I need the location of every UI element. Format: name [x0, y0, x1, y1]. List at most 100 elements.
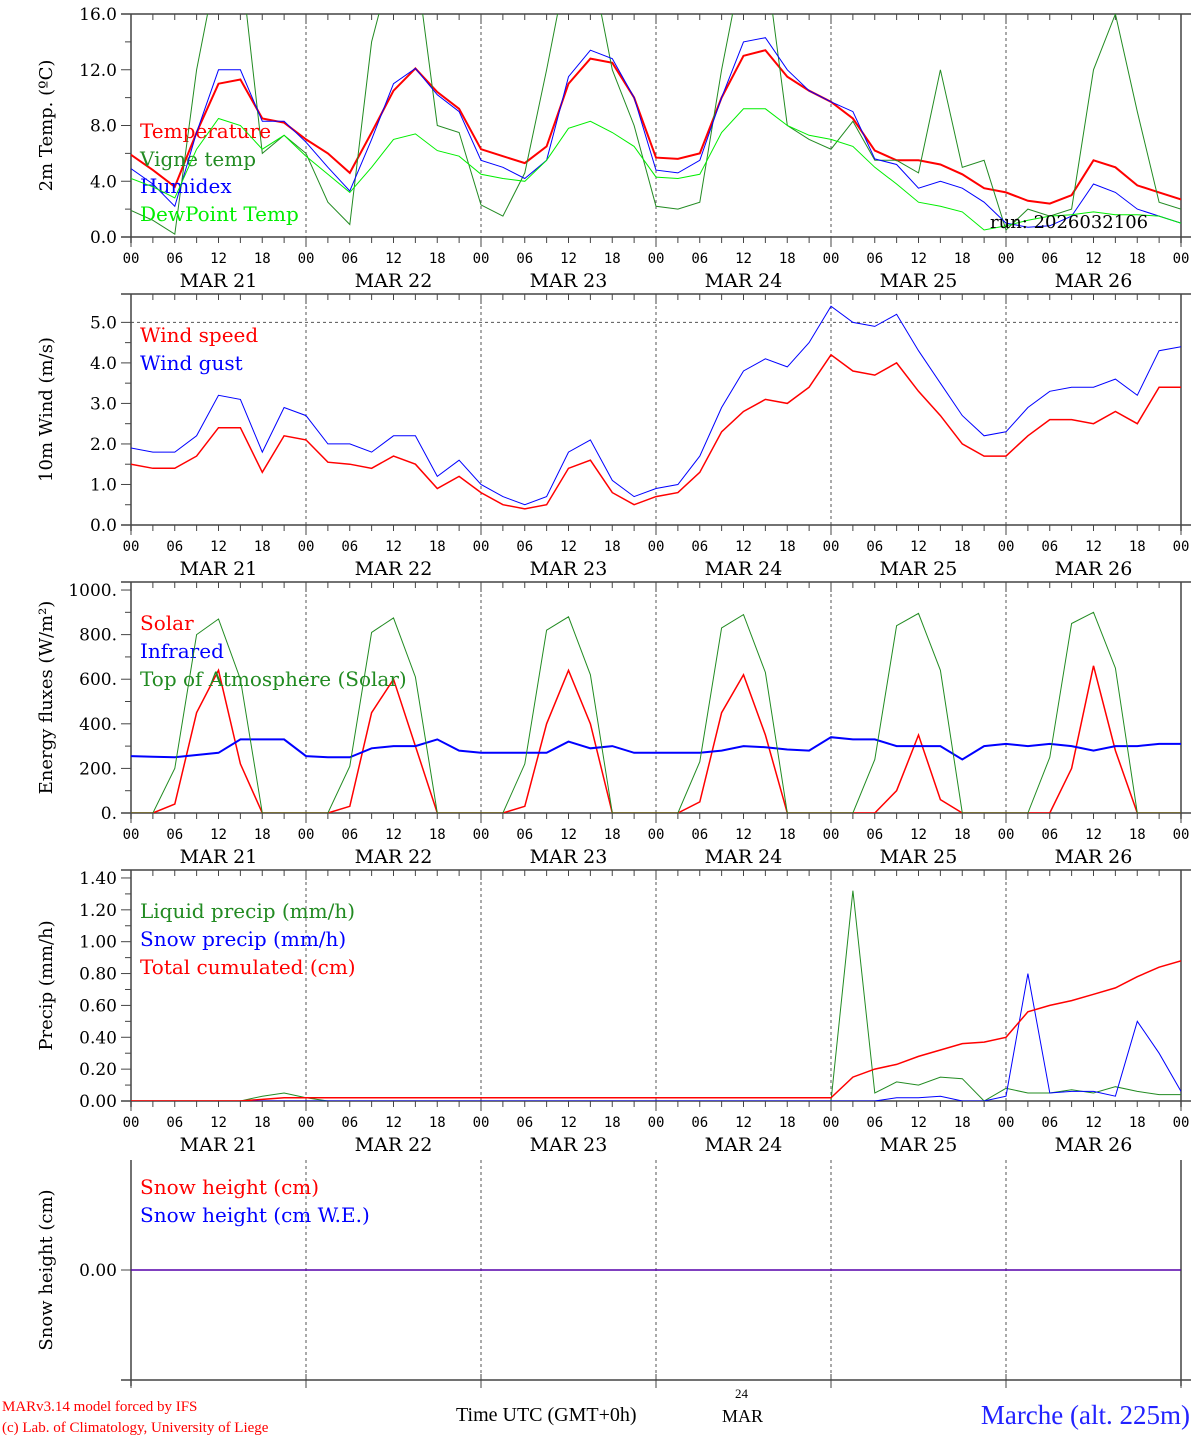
y-tick-label: 5.0	[90, 313, 117, 333]
x-day-label: MAR 24	[705, 1134, 783, 1156]
y-tick-label: 0.	[101, 804, 117, 824]
x-day-label: MAR 21	[180, 270, 258, 292]
x-hour-label: 12	[1085, 251, 1102, 267]
x-hour-label: 06	[341, 539, 358, 555]
y-tick-label: 0.20	[79, 1060, 117, 1080]
y-tick-label: 4.0	[90, 354, 117, 374]
x-hour-label: 00	[473, 1115, 490, 1131]
x-hour-label: 18	[954, 251, 971, 267]
x-hour-label: 00	[648, 827, 665, 843]
legend-entry: Liquid precip (mm/h)	[140, 899, 355, 923]
x-hour-label: 18	[779, 1115, 796, 1131]
x-hour-label: 06	[1041, 251, 1058, 267]
y-tick-label: 0.80	[79, 965, 117, 985]
y-axis-label: Snow height (cm)	[36, 1189, 57, 1350]
x-hour-label: 12	[210, 827, 227, 843]
y-tick-label: 0.40	[79, 1028, 117, 1048]
x-hour-label: 06	[866, 251, 883, 267]
y-tick-label: 1000.	[68, 581, 117, 601]
center-day-label: 24	[735, 1386, 748, 1401]
panel-3: 0. 200. 400. 600. 800. 1000. Energy fluxes (W/…	[36, 581, 1191, 868]
station-title: Marche (alt. 225m)	[980, 1400, 1190, 1430]
x-day-label: MAR 23	[530, 846, 608, 868]
x-hour-label: 18	[254, 827, 271, 843]
x-hour-label: 00	[473, 251, 490, 267]
y-tick-label: 200.	[79, 759, 117, 779]
x-day-label: MAR 22	[355, 270, 433, 292]
x-hour-label: 18	[429, 251, 446, 267]
x-hour-label: 06	[516, 1115, 533, 1131]
x-day-label: MAR 23	[530, 558, 608, 580]
x-hour-label: 06	[341, 251, 358, 267]
x-hour-label: 00	[1173, 539, 1190, 555]
x-hour-label: 12	[910, 251, 927, 267]
panel-4: 0.00 0.20 0.40 0.60 0.80 1.00 1.20 1.40 Precip (…	[36, 869, 1191, 1156]
x-hour-label: 18	[604, 251, 621, 267]
x-hour-label: 06	[691, 539, 708, 555]
x-day-label: MAR 22	[355, 558, 433, 580]
credit-model: MARv3.14 model forced by IFS	[2, 1399, 198, 1415]
x-day-label: MAR 22	[355, 1134, 433, 1156]
legend-entry: Infrared	[140, 639, 224, 663]
x-hour-label: 12	[560, 539, 577, 555]
panel-5: 0.00 Snow height (cm) Snow height (cm) Snow…	[36, 1160, 1191, 1388]
x-hour-label: 06	[516, 251, 533, 267]
x-day-label: MAR 25	[880, 270, 958, 292]
y-axis-label: Energy fluxes (W/m²)	[36, 601, 57, 795]
y-axis-label: 10m Wind (m/s)	[36, 337, 57, 482]
x-hour-label: 00	[648, 1115, 665, 1131]
x-hour-label: 00	[823, 251, 840, 267]
x-hour-label: 06	[166, 827, 183, 843]
x-hour-label: 00	[823, 539, 840, 555]
x-hour-label: 06	[866, 827, 883, 843]
x-hour-label: 00	[823, 827, 840, 843]
x-hour-label: 12	[735, 1115, 752, 1131]
x-day-label: MAR 26	[1055, 1134, 1133, 1156]
x-day-label: MAR 25	[880, 1134, 958, 1156]
x-hour-label: 00	[298, 827, 315, 843]
x-hour-label: 00	[998, 1115, 1015, 1131]
x-hour-label: 18	[779, 539, 796, 555]
series-line-vigne-temp	[131, 14, 1181, 236]
center-month-label: MAR	[722, 1406, 764, 1426]
y-tick-label: 3.0	[90, 394, 117, 414]
x-hour-label: 06	[341, 1115, 358, 1131]
legend-entry: Snow height (cm W.E.)	[140, 1203, 370, 1227]
x-hour-label: 06	[341, 827, 358, 843]
legend-entry: Snow height (cm)	[140, 1175, 319, 1199]
x-hour-label: 06	[166, 251, 183, 267]
x-hour-label: 06	[166, 539, 183, 555]
x-hour-label: 12	[385, 539, 402, 555]
x-hour-label: 00	[998, 539, 1015, 555]
series-line-wind-speed	[131, 353, 1181, 510]
x-hour-label: 18	[429, 539, 446, 555]
x-hour-label: 12	[560, 1115, 577, 1131]
x-hour-label: 12	[910, 539, 927, 555]
x-hour-label: 00	[823, 1115, 840, 1131]
x-hour-label: 06	[1041, 539, 1058, 555]
y-tick-label: 400.	[79, 715, 117, 735]
series-line-snow-precip-mm-h-	[131, 973, 1181, 1101]
x-hour-label: 18	[954, 1115, 971, 1131]
x-hour-label: 18	[604, 1115, 621, 1131]
x-hour-label: 18	[1129, 251, 1146, 267]
series-line-temperature	[131, 49, 1181, 205]
x-hour-label: 00	[1173, 827, 1190, 843]
series-line-humidex	[131, 37, 1181, 228]
y-tick-label: 1.00	[79, 933, 117, 953]
legend-entry: Snow precip (mm/h)	[140, 927, 346, 951]
y-tick-label: 12.0	[79, 61, 117, 81]
x-day-label: MAR 21	[180, 1134, 258, 1156]
y-tick-label: 0.0	[90, 228, 117, 248]
y-tick-label: 1.40	[79, 869, 117, 889]
series-line-dewpoint-temp	[131, 108, 1181, 231]
x-hour-label: 00	[298, 1115, 315, 1131]
x-hour-label: 18	[254, 539, 271, 555]
x-hour-label: 12	[735, 539, 752, 555]
legend-entry: Total cumulated (cm)	[140, 955, 356, 979]
x-hour-label: 06	[866, 1115, 883, 1131]
x-hour-label: 06	[691, 827, 708, 843]
y-tick-label: 0.60	[79, 996, 117, 1016]
x-hour-label: 18	[779, 251, 796, 267]
x-hour-label: 00	[1173, 1115, 1190, 1131]
